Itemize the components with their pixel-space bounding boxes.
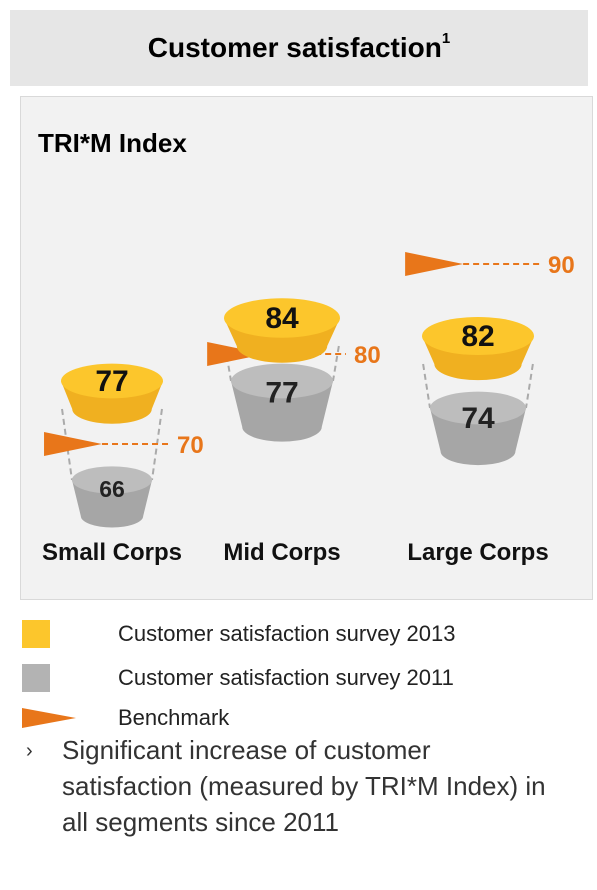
benchmark-marker-small (44, 432, 103, 456)
category-label-large: Large Corps (407, 539, 548, 566)
gray-square-icon (22, 664, 50, 692)
value-label-2011-mid: 77 (265, 376, 298, 409)
value-label-2011-large: 74 (461, 402, 495, 435)
cup-2011-small (72, 466, 152, 528)
value-label-2011-small: 66 (99, 476, 125, 502)
legend-label-2013: Customer satisfaction survey 2013 (118, 621, 456, 646)
legend-label-benchmark: Benchmark (118, 705, 230, 730)
bullet-icon: › (26, 740, 33, 762)
benchmark-marker-mid (207, 342, 266, 366)
legend-item-benchmark: Benchmark (22, 702, 229, 734)
benchmark-label-small: 70 (177, 432, 204, 459)
footnote-marker: 1 (441, 29, 451, 47)
legend-label-2011: Customer satisfaction survey 2011 (118, 665, 454, 690)
benchmark-label-mid: 80 (354, 342, 381, 369)
cup-2011-mid (231, 363, 333, 442)
connector-line-mid (332, 345, 340, 382)
category-label-mid: Mid Corps (223, 539, 340, 566)
cup-2013-mid (224, 298, 340, 363)
note-text: Significant increase of customer satisfa… (62, 735, 546, 837)
connector-line-large (422, 363, 431, 409)
header-title-text: Customer satisfaction (147, 32, 442, 63)
cup-2013-small (61, 363, 163, 424)
yellow-square-icon (22, 620, 50, 648)
value-label-2013-mid: 84 (265, 302, 299, 335)
header-title: Customer satisfaction1 (147, 29, 451, 64)
header: Customer satisfaction1 (10, 10, 588, 86)
orange-triangle-icon (22, 708, 76, 728)
legend-item-2011: Customer satisfaction survey 2011 (22, 662, 454, 694)
value-label-2013-small: 77 (95, 365, 128, 398)
cup-2011-large (430, 391, 526, 466)
category-label-small: Small Corps (42, 539, 182, 566)
panel-title: TRI*M Index (38, 128, 187, 158)
benchmark-label-large: 90 (548, 252, 575, 279)
value-label-2013-large: 82 (461, 320, 494, 353)
benchmark-marker-large (405, 252, 464, 276)
legend-item-2013: Customer satisfaction survey 2013 (22, 618, 456, 650)
cup-2013-large (422, 316, 534, 381)
connector-line-large (525, 363, 534, 409)
